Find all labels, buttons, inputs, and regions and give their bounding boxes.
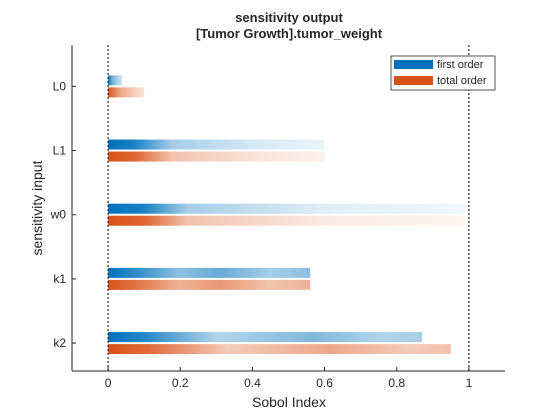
bar-L0-total-order bbox=[108, 87, 145, 98]
legend: first order total order bbox=[390, 55, 496, 91]
chart-title-line-2: [Tumor Growth].tumor_weight bbox=[196, 26, 383, 41]
x-tick-label: 0 bbox=[105, 376, 112, 390]
x-tick-label: 0.4 bbox=[244, 376, 261, 390]
y-tick-label: L0 bbox=[53, 79, 67, 93]
bar-w0-total-order bbox=[108, 215, 469, 226]
y-tick-label: k1 bbox=[53, 272, 66, 286]
bar-k1-total-order bbox=[108, 279, 311, 290]
y-tick-label: w0 bbox=[50, 208, 67, 222]
legend-swatch-total-order bbox=[394, 76, 433, 85]
x-axis-label: Sobol Index bbox=[252, 394, 326, 410]
bar-k2-first-order bbox=[108, 332, 423, 343]
bar-L1-total-order bbox=[108, 151, 325, 162]
x-tick-label: 1 bbox=[466, 376, 473, 390]
y-tick-label: L1 bbox=[53, 144, 67, 158]
bar-w0-first-order bbox=[108, 203, 469, 214]
x-tick-label: 0.2 bbox=[172, 376, 189, 390]
legend-swatch-first-order bbox=[394, 60, 433, 69]
x-tick-label: 0.6 bbox=[316, 376, 333, 390]
bar-k2-total-order bbox=[108, 344, 451, 355]
bar-k1-first-order bbox=[108, 267, 311, 278]
y-axis-label: sensitivity input bbox=[29, 160, 45, 255]
legend-label-total-order: total order bbox=[437, 75, 487, 87]
bar-L1-first-order bbox=[108, 139, 325, 150]
legend-label-first-order: first order bbox=[437, 59, 484, 71]
bar-L0-first-order bbox=[108, 75, 123, 86]
x-tick-label: 0.8 bbox=[388, 376, 405, 390]
y-tick-label: k2 bbox=[53, 336, 66, 350]
chart-title-line-1: sensitivity output bbox=[235, 10, 343, 25]
